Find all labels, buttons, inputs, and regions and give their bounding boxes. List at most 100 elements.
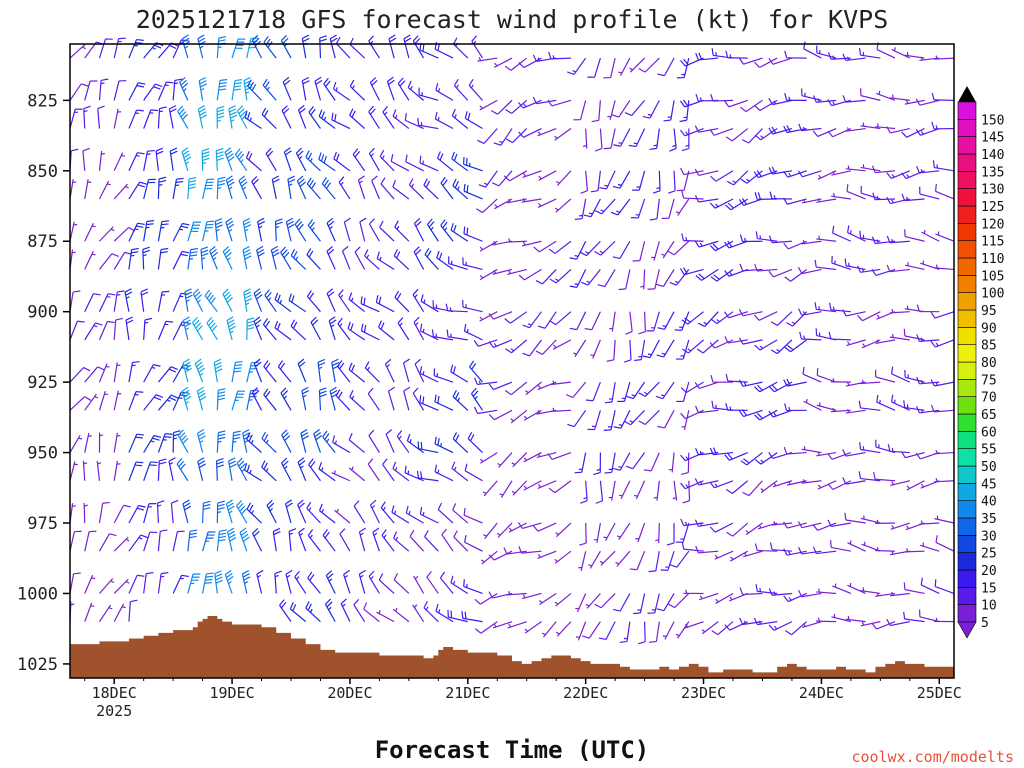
wind-barb <box>652 170 661 194</box>
barb-full-feather <box>452 178 457 186</box>
barb-half-feather <box>759 235 762 240</box>
barb-full-feather <box>214 570 222 575</box>
barb-full-feather <box>755 231 758 239</box>
wind-barb <box>192 288 204 312</box>
wind-barb <box>281 105 292 129</box>
barb-full-feather <box>254 291 262 297</box>
barb-full-feather <box>931 121 935 130</box>
barb-full-feather <box>797 266 803 274</box>
barb-full-feather <box>329 319 337 325</box>
barb-full-feather <box>709 526 716 533</box>
colorbar-label: 145 <box>981 131 1004 146</box>
barb-full-feather <box>256 569 264 575</box>
barb-full-feather <box>876 394 879 403</box>
barb-staff <box>358 531 366 552</box>
barb-full-feather <box>225 150 233 156</box>
barb-staff <box>845 618 866 623</box>
barb-staff <box>816 620 837 623</box>
barb-full-feather <box>228 533 236 539</box>
barb-staff <box>539 592 557 606</box>
barb-full-feather <box>181 386 189 392</box>
barb-full-feather <box>238 108 245 115</box>
barb-full-feather <box>338 176 345 183</box>
barb-half-feather <box>394 467 398 471</box>
barb-staff <box>382 111 395 129</box>
barb-full-feather <box>349 79 355 87</box>
barb-full-feather <box>301 432 309 437</box>
wind-barb <box>860 164 881 172</box>
barb-full-feather <box>931 92 935 101</box>
barb-full-feather <box>396 251 401 259</box>
barb-full-feather <box>325 182 332 189</box>
barb-staff <box>339 533 351 552</box>
credit-link[interactable]: coolwx.com/modelts <box>851 748 1014 766</box>
barb-staff <box>403 38 410 59</box>
wind-barb <box>182 316 192 341</box>
barb-staff <box>537 480 557 489</box>
barb-full-feather <box>358 175 365 181</box>
barb-staff <box>284 503 292 524</box>
wind-barb <box>710 375 734 383</box>
colorbar-segment <box>957 413 977 432</box>
barb-staff <box>392 186 410 200</box>
wind-barb <box>930 339 955 348</box>
barb-staff <box>605 621 616 640</box>
barb-staff <box>600 593 616 609</box>
barb-full-feather <box>193 319 200 326</box>
barb-half-feather <box>640 285 644 288</box>
barb-full-feather <box>567 423 575 428</box>
barb-full-feather <box>770 321 778 326</box>
wind-barb <box>419 323 439 341</box>
barb-full-feather <box>710 318 718 325</box>
barb-staff <box>786 127 807 134</box>
barb-half-feather <box>537 57 541 62</box>
barb-full-feather <box>286 220 294 226</box>
barb-staff <box>889 336 910 341</box>
wind-barb <box>349 79 366 101</box>
barb-staff <box>244 469 262 482</box>
barb-full-feather <box>535 280 543 285</box>
colorbar-segment <box>957 171 977 189</box>
barb-full-feather <box>251 34 259 41</box>
barb-staff <box>319 510 336 524</box>
wind-barb <box>860 379 881 385</box>
wind-barb <box>98 293 116 312</box>
barb-staff <box>477 57 498 62</box>
wind-barb <box>615 550 631 567</box>
wind-barb <box>172 574 189 594</box>
wind-barb <box>242 245 252 270</box>
barb-half-feather <box>142 254 147 257</box>
barb-full-feather <box>903 582 906 590</box>
wind-barb <box>243 288 253 312</box>
barb-half-feather <box>455 84 459 89</box>
barb-staff <box>905 451 925 459</box>
wind-barb <box>353 500 366 524</box>
wind-barb <box>579 240 601 257</box>
barb-half-feather <box>449 307 452 312</box>
barb-staff <box>600 550 616 566</box>
wind-barb <box>69 396 92 411</box>
barb-half-feather <box>257 574 262 578</box>
wind-barb <box>770 311 793 326</box>
wind-barb <box>403 386 411 411</box>
wind-barb <box>216 78 228 101</box>
barb-staff <box>348 439 366 454</box>
barb-full-feather <box>754 264 758 272</box>
barb-full-feather <box>214 361 222 367</box>
barb-staff <box>452 185 469 200</box>
barb-staff <box>876 401 896 411</box>
barb-staff <box>845 127 866 132</box>
wind-barb <box>143 83 163 101</box>
wind-barb <box>453 530 469 552</box>
barb-half-feather <box>523 173 527 177</box>
barb-staff <box>337 323 351 341</box>
wind-barb <box>845 381 866 387</box>
barb-full-feather <box>225 217 233 223</box>
wind-barb <box>231 38 246 59</box>
barb-staff <box>592 381 601 401</box>
barb-staff <box>506 240 527 243</box>
barb-full-feather <box>93 293 101 296</box>
barb-full-feather <box>285 569 293 575</box>
barb-full-feather <box>642 115 651 119</box>
barb-full-feather <box>306 501 312 509</box>
